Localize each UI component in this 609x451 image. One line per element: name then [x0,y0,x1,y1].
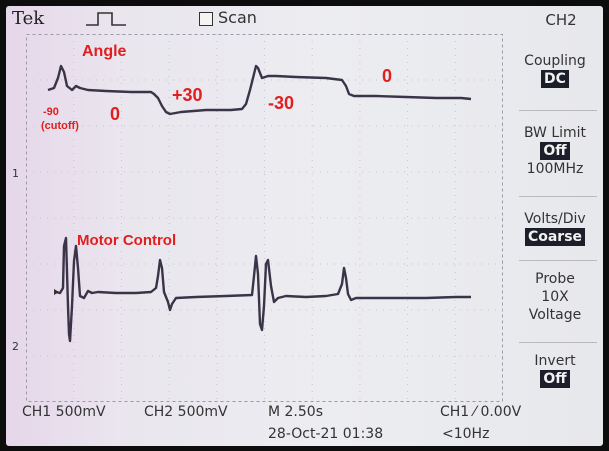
square-pulse-icon [86,12,126,26]
menu-divider [519,196,597,197]
annotation-minus90: -90 [43,106,59,118]
annotation-cutoff: (cutoff) [41,120,79,132]
annotation-minus30: -30 [268,93,295,113]
volts-div-menu-button[interactable]: Volts/Div Coarse [509,210,601,246]
bw-limit-label: BW Limit [523,125,587,141]
angle-title: Angle [82,43,127,60]
menu-divider [519,260,597,261]
datetime-readout: 28-Oct-21 01:38 [268,426,384,442]
waveform-display [47,64,472,343]
ch2-level-marker: 2 [12,340,19,353]
invert-menu-button[interactable]: Invert Off [509,352,601,388]
ch1-scale-readout: CH1 500mV [22,404,106,420]
probe-type: Voltage [528,307,582,323]
bw-limit-menu-button[interactable]: BW Limit Off 100MHz [509,124,601,178]
invert-label: Invert [534,353,576,369]
volts-div-label: Volts/Div [524,211,586,227]
ch2-scale-readout: CH2 500mV [144,404,228,420]
annotation-zero-b: 0 [382,66,393,86]
top-status-bar: Tek Scan CH2 [6,6,603,32]
oscilloscope-screen: Tek Scan CH2 [6,6,603,446]
chart-level-markers [54,289,59,295]
ch1-angle-trace [47,64,472,116]
timebase-readout: M 2.50s [268,404,323,420]
probe-attenuation: 10X [541,289,569,305]
motor-control-title: Motor Control [77,232,177,249]
annotation-plus30: +30 [172,85,203,105]
scan-label: Scan [218,8,257,27]
bw-limit-value: Off [540,142,570,160]
invert-value: Off [540,370,570,388]
probe-menu-button[interactable]: Probe 10X Voltage [509,270,601,324]
ch2-motor-trace [55,236,471,343]
scan-checkbox[interactable] [199,12,213,26]
coupling-menu-button[interactable]: Coupling DC [509,52,601,88]
frequency-readout: <10Hz [442,426,490,442]
annotation-zero-a: 0 [110,104,121,124]
menu-divider [519,342,597,343]
coupling-value: DC [541,70,569,88]
coupling-label: Coupling [524,53,586,69]
probe-label: Probe [535,271,575,287]
channel-menu: Coupling DC BW Limit Off 100MHz Volts/Di… [509,32,601,398]
menu-divider [519,110,597,111]
ch1-level-marker: 1 [12,167,19,180]
volts-div-value: Coarse [524,228,586,246]
trigger-readout: CH1 ⁄ 0.00V [440,404,522,420]
menu-title: CH2 [545,11,577,29]
brand-label: Tek [12,8,45,29]
bw-limit-sub: 100MHz [526,161,584,177]
